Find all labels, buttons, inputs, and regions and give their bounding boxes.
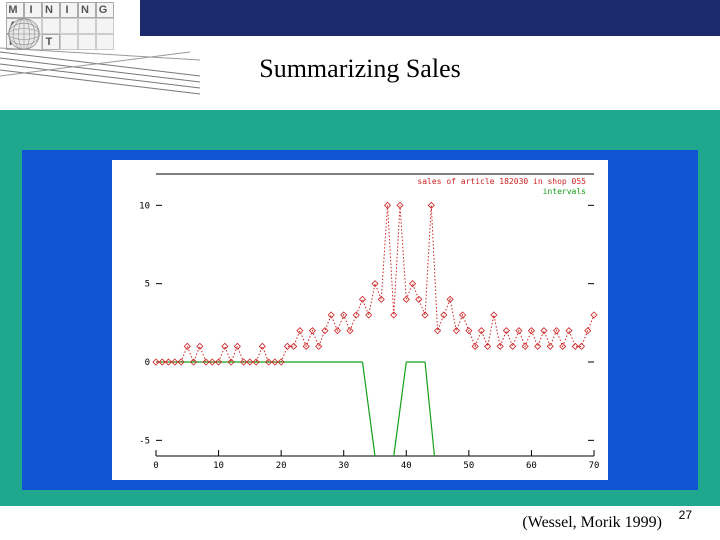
svg-text:50: 50 — [463, 461, 474, 471]
logo-letter: G — [96, 2, 114, 18]
header-navy-band — [140, 0, 720, 36]
svg-text:10: 10 — [139, 201, 150, 211]
svg-text:70: 70 — [589, 461, 600, 471]
svg-text:-5: -5 — [139, 436, 150, 446]
logo-letter — [60, 18, 78, 34]
logo-letter — [96, 18, 114, 34]
logo-letter: N — [78, 2, 96, 18]
svg-text:0: 0 — [153, 461, 158, 471]
svg-text:20: 20 — [276, 461, 287, 471]
logo-letter — [78, 18, 96, 34]
svg-text:10: 10 — [213, 461, 224, 471]
sales-chart: -5 0 5 10 0 10 20 30 40 50 60 70 sales of article 18… — [112, 160, 608, 480]
svg-text:0: 0 — [145, 358, 150, 368]
page-title: Summarizing Sales — [0, 54, 720, 84]
svg-text:40: 40 — [401, 461, 412, 471]
logo-letter: N — [42, 2, 60, 18]
logo-letter — [42, 18, 60, 34]
logo-letter: I — [60, 2, 78, 18]
svg-text:sales of article 182030 in sho: sales of article 182030 in shop 055 — [417, 177, 586, 186]
svg-text:5: 5 — [145, 280, 150, 290]
svg-text:intervals: intervals — [543, 187, 587, 196]
svg-text:30: 30 — [338, 461, 349, 471]
citation-text: (Wessel, Morik 1999) — [522, 514, 662, 532]
page-number: 27 — [679, 508, 692, 522]
svg-text:60: 60 — [526, 461, 537, 471]
